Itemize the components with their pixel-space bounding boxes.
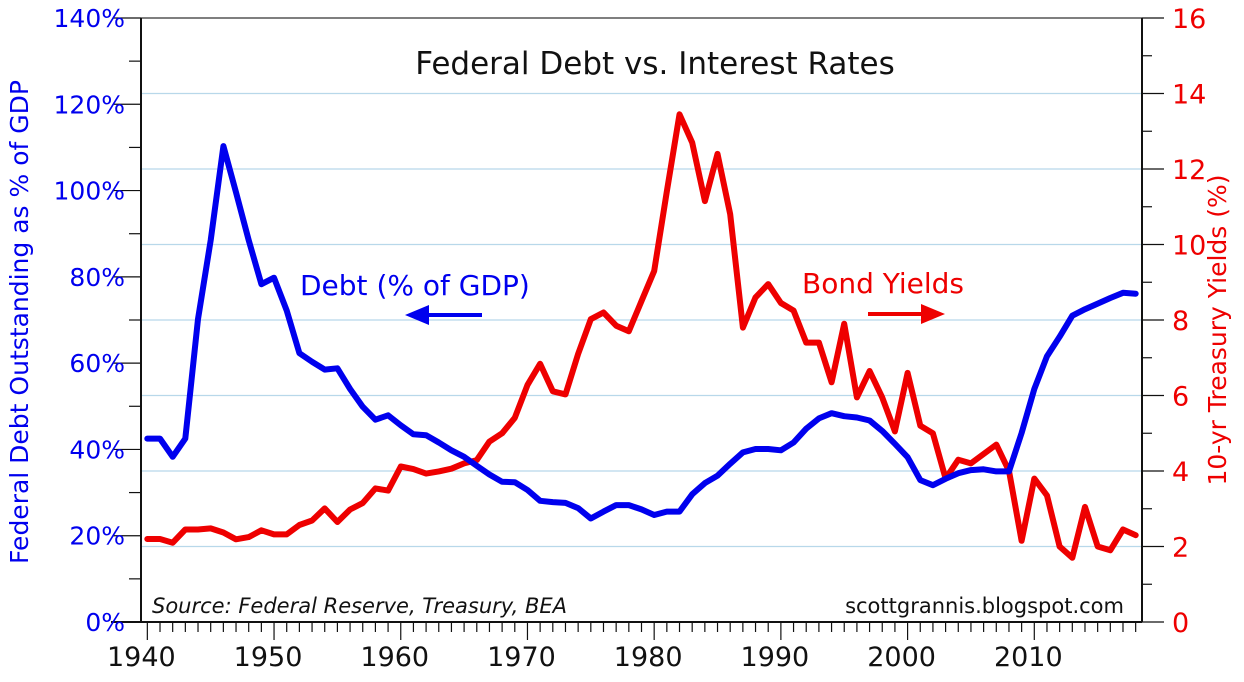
right-tick-label: 0 — [1172, 608, 1189, 639]
left-tick-label: 80% — [69, 263, 125, 292]
arrow-left-icon — [405, 305, 482, 325]
debt-line — [144, 143, 1139, 522]
legend-debt-label: Debt (% of GDP) — [300, 269, 530, 302]
x-tick-label: 2000 — [867, 642, 936, 673]
right-tick-label: 8 — [1172, 306, 1189, 337]
right-tick-label: 12 — [1172, 155, 1206, 186]
left-tick-label: 20% — [69, 522, 125, 551]
x-tick-label: 1980 — [614, 642, 683, 673]
gridlines — [141, 92, 1142, 548]
right-tick-label: 16 — [1172, 4, 1206, 35]
x-tick-label: 1970 — [487, 642, 556, 673]
left-tick-label: 0% — [85, 608, 125, 637]
left-tick-label: 60% — [69, 349, 125, 378]
left-tick-label: 100% — [54, 177, 125, 206]
right-tick-label: 4 — [1172, 457, 1189, 488]
ticks: 0% 20% 40% 60% 80% 100% 120% 140% 0 2 4 6 8 10 12 14 16 1… — [54, 4, 1207, 673]
legend-yields-label: Bond Yields — [802, 267, 964, 300]
source-note: Source: Federal Reserve, Treasury, BEA — [152, 594, 567, 618]
chart-title: Federal Debt vs. Interest Rates — [415, 46, 895, 82]
x-tick-label: 1940 — [107, 642, 176, 673]
x-tick-label: 1990 — [741, 642, 810, 673]
right-tick-label: 6 — [1172, 382, 1189, 413]
x-tick-label: 1950 — [234, 642, 303, 673]
bond-yields-line — [144, 111, 1139, 561]
left-tick-label: 120% — [54, 90, 125, 119]
x-tick-label: 2010 — [994, 642, 1063, 673]
right-tick-label: 2 — [1172, 533, 1189, 564]
x-tick-label: 1960 — [360, 642, 429, 673]
credit-note: scottgrannis.blogspot.com — [845, 594, 1124, 618]
left-tick-label: 140% — [54, 4, 125, 33]
right-tick-label: 10 — [1172, 231, 1206, 262]
right-tick-label: 14 — [1172, 80, 1206, 111]
right-axis-label: 10-yr Treasury Yields (%) — [1203, 174, 1232, 485]
arrow-right-icon — [868, 304, 945, 324]
series-lines — [144, 111, 1139, 561]
left-tick-label: 40% — [69, 435, 125, 464]
left-axis-label: Federal Debt Outstanding as % of GDP — [5, 80, 34, 564]
